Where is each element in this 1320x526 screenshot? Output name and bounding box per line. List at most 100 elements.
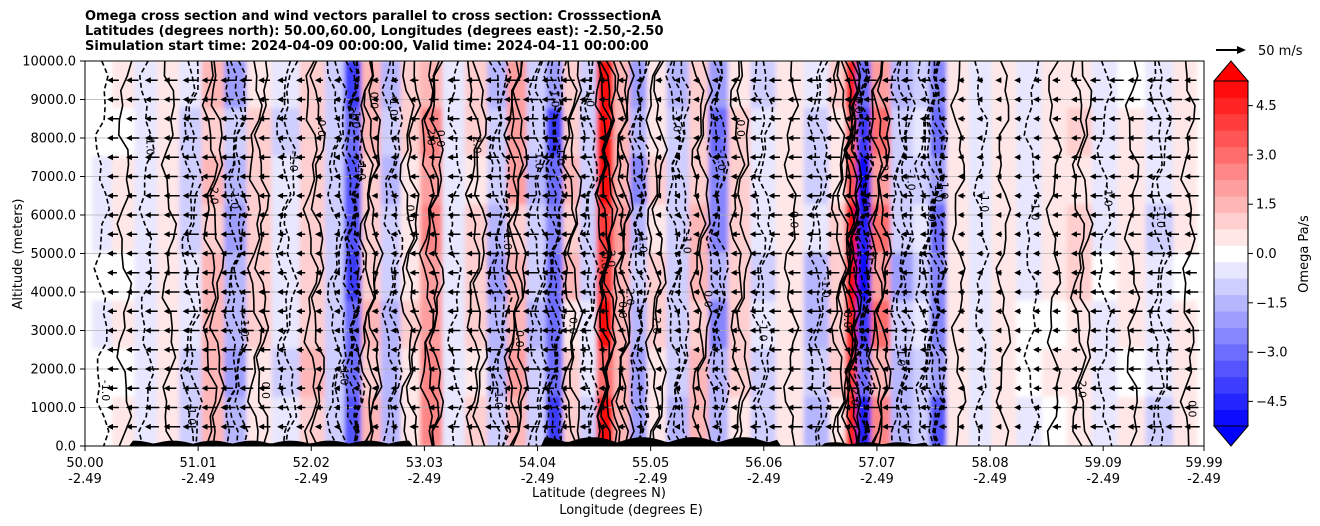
omega-cell bbox=[968, 300, 994, 351]
wind-vector-head bbox=[787, 115, 794, 122]
wind-vector-head bbox=[711, 96, 718, 103]
wind-vector-head bbox=[296, 231, 302, 238]
wind-vector-head bbox=[447, 96, 454, 103]
wind-vector-head bbox=[220, 327, 227, 334]
wind-vector-head bbox=[466, 173, 473, 180]
wind-vector-head bbox=[806, 154, 813, 161]
wind-vector-head bbox=[749, 115, 756, 122]
wind-vector-head bbox=[1165, 308, 1172, 315]
contour-line bbox=[343, 61, 360, 446]
omega-cell bbox=[912, 396, 932, 446]
wind-vector-head bbox=[220, 173, 227, 180]
wind-vector-head bbox=[787, 289, 794, 295]
wind-vector-head bbox=[1184, 346, 1191, 353]
wind-vector-head bbox=[466, 192, 473, 199]
contour-label: 2.0 bbox=[1075, 381, 1088, 399]
x-tick-label-lon: -2.49 bbox=[747, 472, 781, 487]
quiver-key: 50 m/s bbox=[1216, 44, 1303, 59]
wind-vector-head bbox=[995, 308, 1002, 315]
contour-label: -1.0 bbox=[859, 187, 872, 208]
wind-vector-head bbox=[277, 173, 284, 180]
wind-vector-head bbox=[296, 154, 302, 161]
wind-vector-head bbox=[1184, 231, 1191, 238]
colorbar-label: Omega Pa/s bbox=[1297, 215, 1312, 293]
wind-vector-head bbox=[1014, 77, 1021, 84]
wind-vector-head bbox=[239, 269, 246, 276]
omega-cell bbox=[1092, 156, 1120, 207]
contour-line bbox=[358, 61, 376, 446]
omega-cell bbox=[775, 252, 806, 303]
wind-vector-head bbox=[409, 135, 416, 141]
omega-cell bbox=[803, 156, 831, 207]
wind-vector-head bbox=[995, 385, 1002, 392]
wind-vector-head bbox=[863, 385, 869, 392]
contour-line bbox=[704, 61, 722, 446]
wind-vector-head bbox=[863, 289, 869, 295]
wind-vector-head bbox=[617, 327, 624, 334]
wind-vector-head bbox=[1108, 385, 1115, 392]
contour-label: -1.0 bbox=[637, 231, 650, 252]
wind-vector-head bbox=[409, 346, 416, 353]
omega-cell bbox=[968, 396, 994, 446]
wind-vector-head bbox=[1165, 173, 1172, 180]
wind-vector-head bbox=[598, 346, 605, 353]
contour-line bbox=[601, 61, 619, 446]
wind-vector-head bbox=[579, 269, 586, 276]
wind-vector-head bbox=[220, 135, 227, 141]
omega-cell bbox=[912, 300, 932, 351]
wind-vector-head bbox=[163, 289, 170, 295]
wind-vector-head bbox=[787, 250, 794, 257]
wind-vector-head bbox=[768, 250, 775, 257]
wind-vector-head bbox=[560, 250, 567, 257]
wind-vector-head bbox=[1052, 77, 1058, 84]
x-tick-label-lat: 51.01 bbox=[180, 456, 217, 471]
wind-vector-head bbox=[1165, 250, 1172, 257]
wind-vector-head bbox=[825, 327, 832, 334]
quiver-key-label: 50 m/s bbox=[1258, 44, 1303, 59]
wind-vector-head bbox=[333, 173, 340, 180]
wind-vector-head bbox=[1014, 135, 1021, 141]
wind-vector-head bbox=[579, 423, 586, 430]
wind-vector-head bbox=[881, 385, 888, 392]
wind-vector-head bbox=[220, 308, 227, 315]
wind-vector-head bbox=[163, 77, 170, 84]
wind-vector-head bbox=[296, 423, 302, 430]
wind-vector-head bbox=[938, 135, 945, 141]
wind-vector-head bbox=[825, 192, 832, 199]
wind-vector-head bbox=[1184, 154, 1191, 161]
wind-vector-head bbox=[182, 192, 189, 199]
contour-label: 0.0 bbox=[315, 119, 328, 137]
wind-vector-head bbox=[333, 96, 340, 103]
omega-cell bbox=[1066, 156, 1095, 207]
wind-vector-head bbox=[1014, 366, 1021, 372]
wind-vector-head bbox=[1184, 115, 1191, 122]
wind-vector-head bbox=[1033, 115, 1040, 122]
colorbar-segment bbox=[1214, 360, 1248, 378]
wind-vector-head bbox=[163, 250, 170, 257]
wind-vector-head bbox=[314, 231, 321, 238]
wind-vector-head bbox=[598, 115, 605, 122]
x-tick-label-lon: -2.49 bbox=[181, 472, 215, 487]
wind-vector-head bbox=[692, 366, 699, 372]
wind-vector-head bbox=[957, 115, 964, 122]
wind-vector-head bbox=[636, 212, 643, 218]
wind-vector-head bbox=[1108, 308, 1115, 315]
wind-vector-head bbox=[1014, 173, 1021, 180]
omega-cell bbox=[92, 300, 115, 351]
wind-vector-head bbox=[277, 366, 284, 372]
omega-cell bbox=[1173, 348, 1198, 399]
omega-cell bbox=[688, 61, 711, 111]
wind-vector-head bbox=[995, 366, 1002, 372]
wind-vector-head bbox=[390, 423, 397, 430]
contour-line bbox=[644, 61, 662, 446]
wind-vector-head bbox=[258, 404, 265, 411]
wind-vector-head bbox=[447, 231, 454, 238]
wind-vector-head bbox=[1089, 212, 1096, 218]
wind-vector-head bbox=[900, 423, 907, 430]
wind-vector-head bbox=[900, 269, 907, 276]
wind-vector-head bbox=[806, 96, 813, 103]
wind-vector-head bbox=[938, 308, 945, 315]
omega-cell bbox=[1092, 61, 1120, 111]
wind-vector-head bbox=[466, 289, 473, 295]
omega-cell bbox=[912, 156, 932, 207]
